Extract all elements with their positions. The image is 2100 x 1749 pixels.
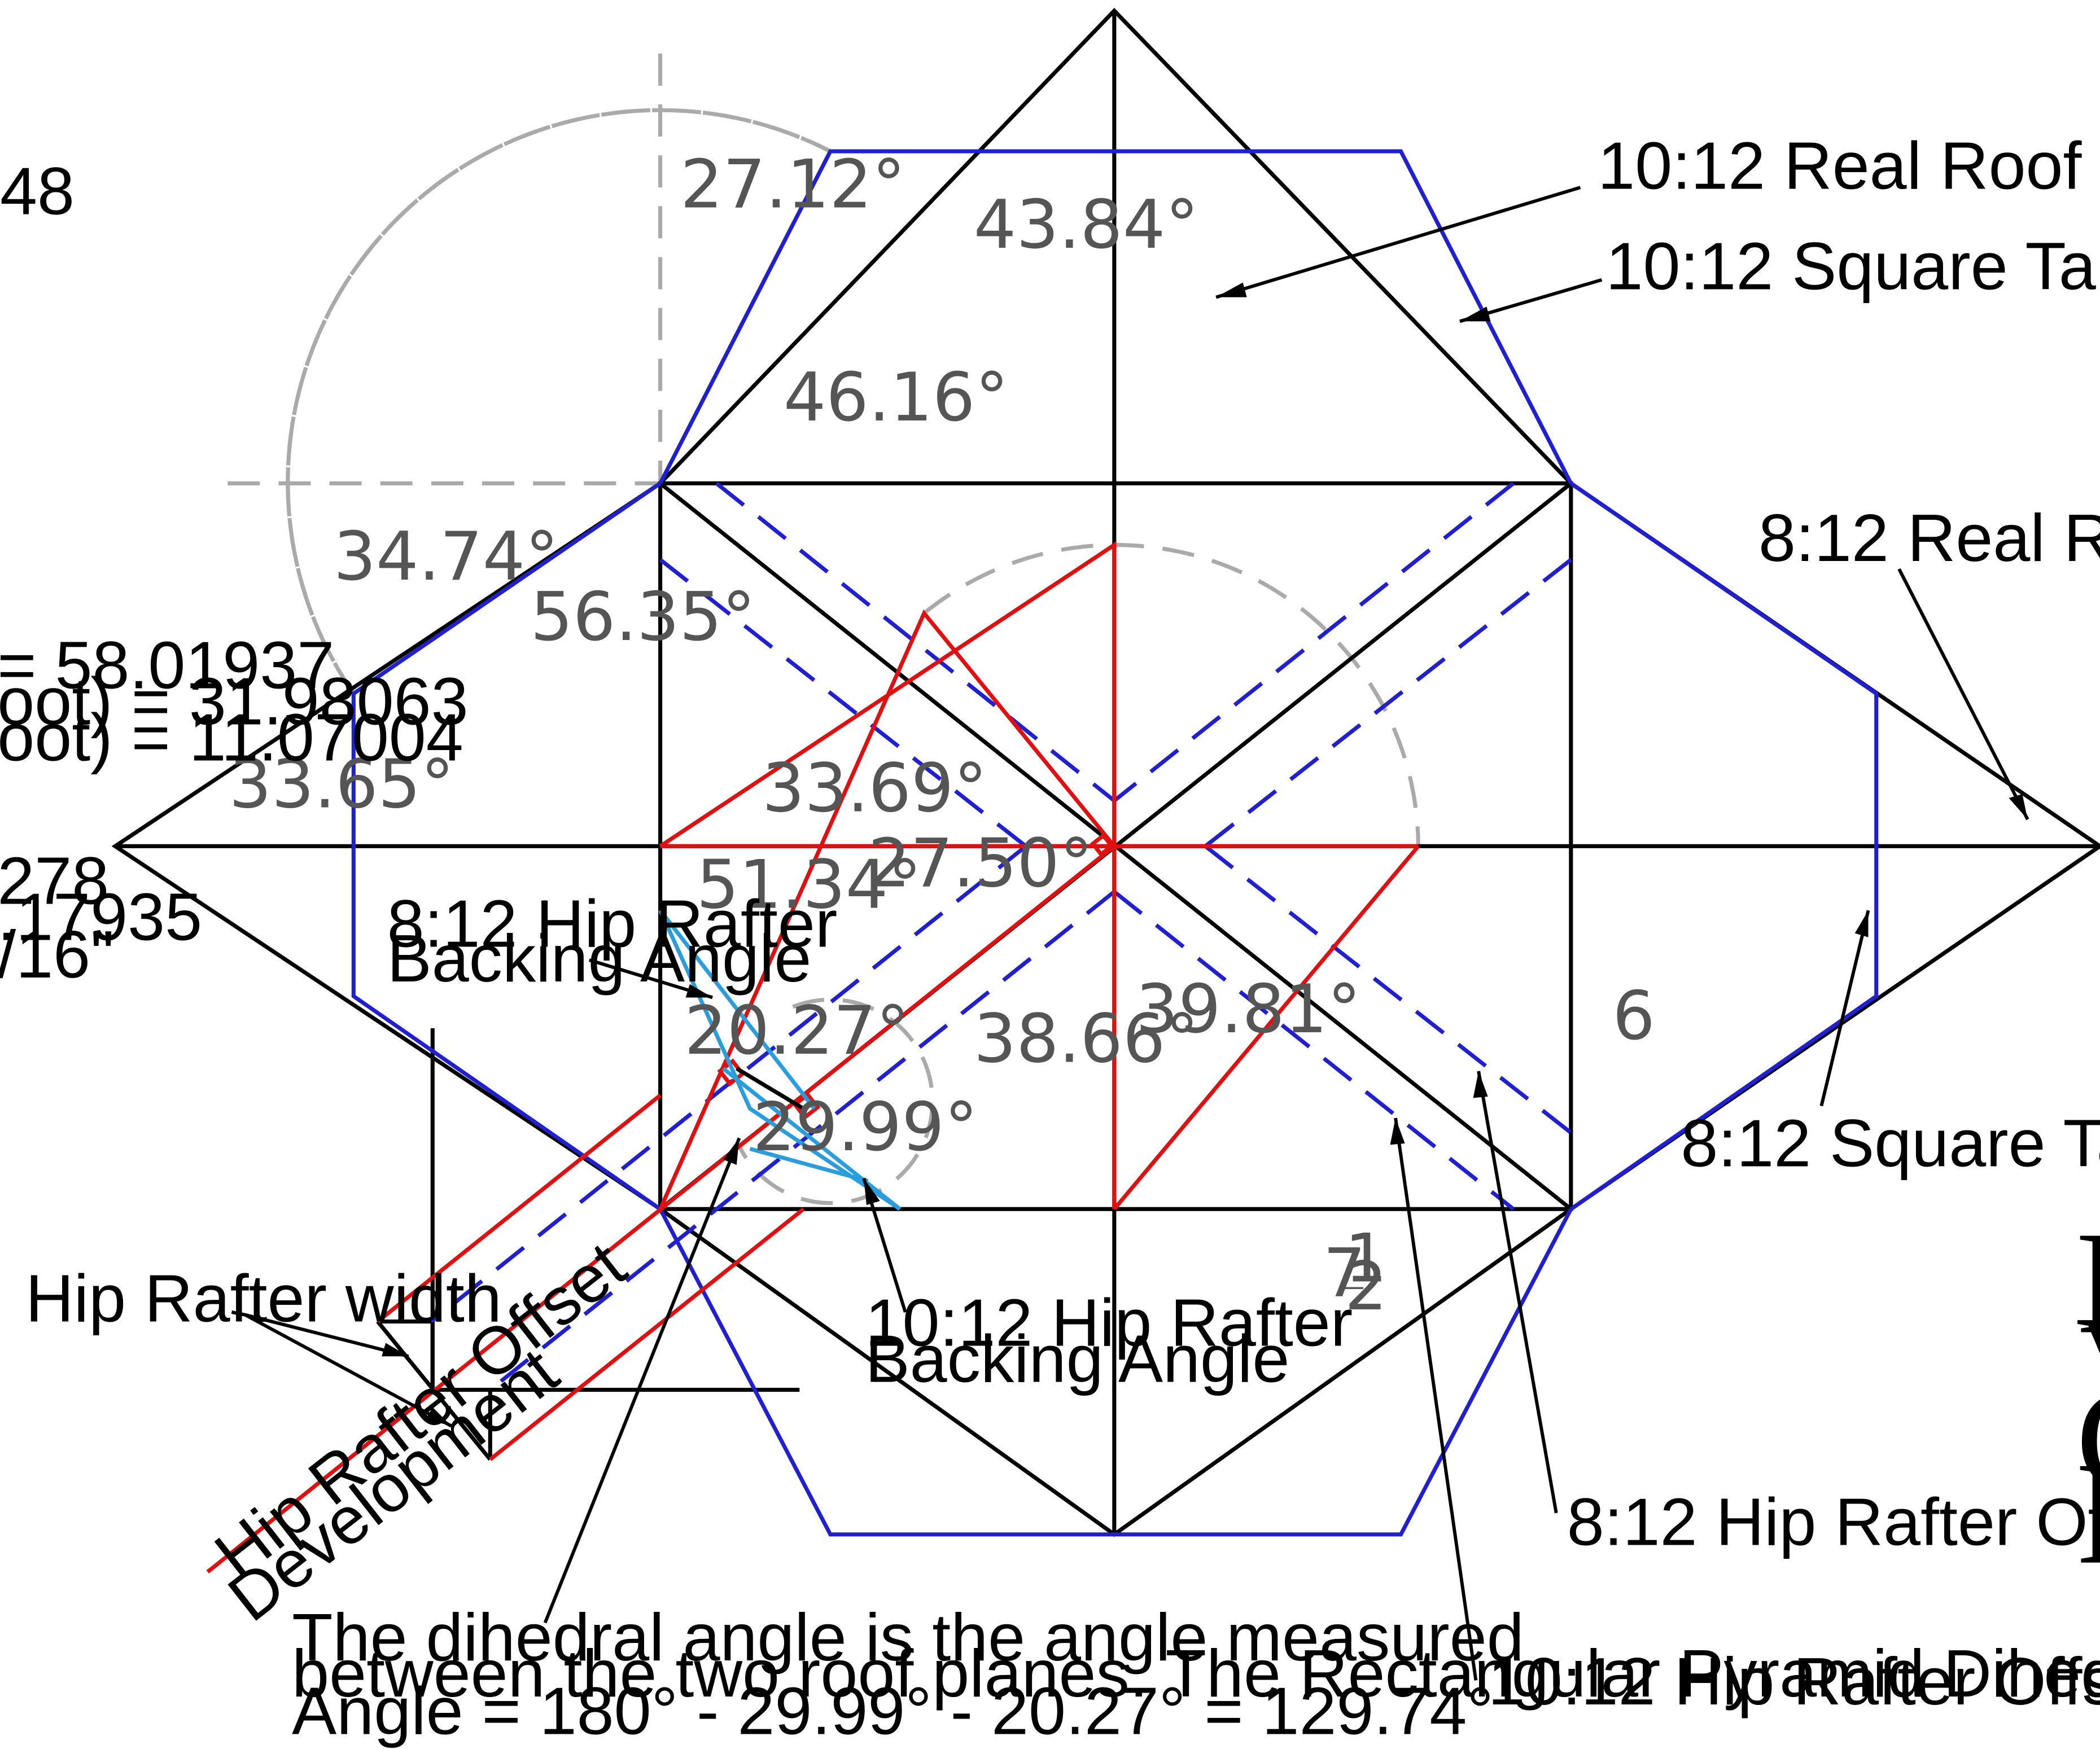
fraction-denominator: 2 bbox=[1345, 1247, 1387, 1325]
label-backing-8-12-line1: 8:12 Hip Rafter bbox=[387, 887, 838, 961]
dimension-label: 6 bbox=[1612, 977, 1655, 1055]
label-hip-rafter-width: Hip Rafter width bbox=[25, 1262, 502, 1336]
label-real-roof-8-12: 8:12 Real Roof Surface bbox=[1758, 501, 2100, 576]
angle-label: 33.69° bbox=[762, 749, 987, 827]
left-value: = 58.01937 bbox=[0, 628, 334, 703]
right-edge-letters: F V C F bbox=[2076, 1202, 2100, 1595]
right-letter: F bbox=[2076, 1432, 2100, 1595]
label-backing-10-12-line1: 10:12 Hip Rafter bbox=[865, 1286, 1353, 1360]
angle-label: 33.65° bbox=[229, 746, 454, 823]
angle-annotations: 27.12° 43.84° 46.16° 34.74° 56.35° 33.65… bbox=[229, 146, 1655, 1325]
angle-label: 39.81° bbox=[1136, 970, 1361, 1048]
angle-label: 43.84° bbox=[974, 186, 1199, 264]
callout-labels: 10:12 Real Roof Surface 10:12 Square Tai… bbox=[25, 129, 2100, 1720]
left-value: 48 bbox=[0, 155, 75, 229]
left-value: oot) = 11.07004 bbox=[0, 701, 463, 775]
label-offset-8-12: 8:12 Hip Rafter Offset bbox=[1567, 1485, 2100, 1560]
angle-label: 27.12° bbox=[680, 146, 905, 223]
leader-lines bbox=[231, 186, 2029, 1681]
right-letter: V bbox=[2076, 1286, 2100, 1449]
right-letter: C bbox=[2076, 1358, 2100, 1521]
note-line-2: between the two roof planes. The Rectang… bbox=[292, 1637, 2100, 1711]
label-fascia-8-12: 8:12 Square Tail Fascia Surface bbox=[1681, 1106, 2100, 1181]
angle-label: 20.27° bbox=[684, 992, 909, 1069]
left-value: .17935 bbox=[0, 880, 202, 954]
label-backing-10-12-line2: Backing Angle bbox=[865, 1322, 1290, 1396]
angle-label: 56.35° bbox=[530, 578, 755, 656]
dihedral-note: The dihedral angle is the angle measured… bbox=[292, 1601, 2100, 1748]
backing-angle-lines bbox=[658, 909, 902, 1211]
angle-label: 27.50° bbox=[868, 825, 1093, 902]
angle-label: 34.74° bbox=[334, 518, 559, 595]
note-line-3: Angle = 180° - 29.99° - 20.27° = 129.74° bbox=[292, 1674, 1494, 1748]
left-edge-values: 48 = 58.01937 oot) = 31.98063 oot) = 11.… bbox=[0, 155, 469, 992]
angle-label: 46.16° bbox=[784, 358, 1009, 436]
construction-lines bbox=[228, 53, 1420, 1206]
label-offset-10-12: 10:12 Hip Rafter Offset bbox=[1488, 1645, 2100, 1719]
left-value: 278 bbox=[0, 844, 109, 918]
right-letter: F bbox=[2076, 1202, 2100, 1365]
angle-label: 38.66° bbox=[974, 1000, 1199, 1077]
label-fascia-10-12: 10:12 Square Tail Fascia Surface bbox=[1606, 229, 2100, 304]
left-value: oot) = 31.98063 bbox=[0, 664, 469, 739]
fraction-numerator: 1 bbox=[1345, 1219, 1387, 1297]
dimension-label: 7 bbox=[1323, 1234, 1366, 1312]
left-value: /16" bbox=[0, 918, 114, 992]
label-real-roof-10-12: 10:12 Real Roof Surface bbox=[1598, 129, 2100, 204]
angle-label: 51.34° bbox=[697, 845, 922, 923]
angle-label: 29.99° bbox=[753, 1088, 978, 1166]
label-backing-8-12-line2: Backing Angle bbox=[387, 922, 812, 996]
note-line-1: The dihedral angle is the angle measured bbox=[292, 1601, 1524, 1675]
